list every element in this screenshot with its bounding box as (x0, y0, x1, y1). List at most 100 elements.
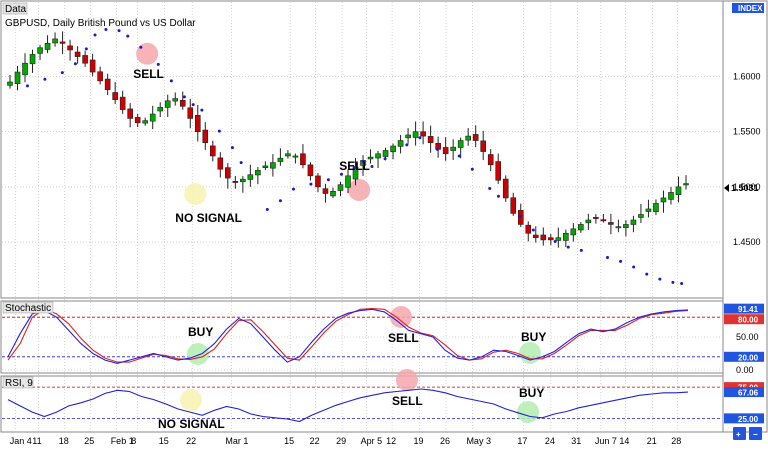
candle-body (615, 226, 622, 229)
psar-dot (435, 147, 439, 151)
index-tag: INDEX (738, 4, 763, 13)
psar-dot (104, 28, 108, 32)
candle-body (97, 71, 103, 82)
y-axis-ticks: 1.6000 1.5500 1.5000 1.4500 50.00 0.00 (733, 71, 761, 375)
candle-body (337, 184, 344, 191)
x-tick-label: 19 (414, 436, 424, 446)
rsi-panel-frame (0, 375, 724, 433)
candle-body (600, 219, 607, 222)
x-tick-label: May 3 (466, 436, 491, 446)
chart-title: GBPUSD, Daily British Pound vs US Dollar (5, 18, 196, 29)
psar-dot (566, 245, 570, 249)
psar-dot (518, 214, 522, 218)
candle-body (52, 38, 58, 44)
candle-body (29, 54, 36, 65)
buy-label: BUY (521, 330, 546, 344)
x-tick-label: 31 (571, 436, 581, 446)
reference-lines (2, 316, 722, 419)
candle-body (427, 136, 434, 144)
candle-body (322, 188, 329, 194)
psar-dot (156, 62, 160, 66)
psar-dot (265, 208, 269, 212)
candle-body (82, 55, 88, 64)
rsi-title-bg (2, 376, 34, 389)
candle-body (210, 145, 216, 157)
candle-body (194, 115, 201, 132)
candle-body (442, 147, 449, 155)
candle-body (202, 129, 209, 144)
x-tick-label: Jan 4 (10, 436, 32, 446)
psar-dot (553, 240, 557, 244)
psar-dot (645, 272, 649, 276)
candle-body (547, 237, 554, 241)
no-signal-highlight (180, 389, 202, 411)
psar-dot (169, 79, 173, 83)
sell-label: SELL (339, 159, 370, 173)
stochastic-title-bg (2, 301, 54, 314)
x-tick-label: 8 (131, 436, 136, 446)
x-tick-label: 26 (440, 436, 450, 446)
stoch-slow-tag-bg (724, 314, 764, 325)
psar-dot (405, 143, 409, 147)
x-tick-label: 25 (84, 436, 94, 446)
candle-body (375, 153, 381, 159)
candle-body (142, 120, 148, 124)
candle-body (540, 234, 547, 241)
stoch-20-tag: 20.00 (738, 353, 759, 362)
x-tick-label: 15 (159, 436, 169, 446)
candle-body (89, 59, 96, 73)
candle-body (187, 107, 194, 119)
candle-body (668, 192, 674, 200)
candle-body (390, 145, 396, 153)
stoch-20-tag-bg (724, 351, 764, 362)
candle-body (330, 191, 336, 197)
stoch-slow-tag: 80.00 (738, 316, 759, 325)
psar-dot (619, 259, 623, 263)
buy-label: BUY (519, 386, 544, 400)
psar-dot (361, 159, 365, 163)
candle-body (555, 237, 562, 241)
psar-dot (117, 29, 121, 33)
price-tick-label: 1.4500 (733, 237, 761, 247)
stoch-tick-label: 50.00 (736, 332, 759, 342)
psar-dot (43, 77, 47, 81)
candle-body (465, 135, 471, 141)
candle-body (104, 78, 111, 91)
psar-dot (239, 161, 243, 165)
candle-body (578, 224, 584, 231)
price-title-bg (2, 2, 28, 15)
no-signal-label: NO SIGNAL (158, 417, 225, 431)
x-tick-label: 17 (517, 436, 527, 446)
psar-dot (531, 228, 535, 232)
psar-dot (191, 103, 195, 107)
psar-dot (93, 33, 97, 37)
candle-body (623, 224, 629, 228)
candle-body (630, 219, 637, 225)
candle-body (502, 178, 509, 199)
zoom-out-button[interactable]: − (749, 427, 762, 440)
psar-dot (339, 172, 343, 176)
x-axis-ticks: Jan 4 11 18 25 Feb 18 15 22 Mar 1 15 22 29 Apr 5 12 1… (10, 436, 682, 446)
stoch-fast-line (7, 308, 689, 364)
candle-body (7, 81, 13, 86)
candle-body (37, 47, 43, 54)
candle-body (472, 134, 479, 141)
candle-body (367, 156, 374, 160)
candle-body (653, 203, 659, 213)
buy-highlight (519, 342, 541, 364)
price-panel-frame (0, 0, 724, 299)
psar-dot (680, 282, 684, 286)
stoch-fast-tag: 91.41 (738, 305, 759, 314)
psar-dot (470, 167, 474, 171)
rsi-last-tag: 67.06 (738, 389, 759, 398)
psar-dot (126, 34, 130, 38)
buy-highlight (187, 343, 209, 365)
candle-body (217, 157, 224, 170)
sell-highlight (348, 179, 371, 201)
x-tick-label: 24 (545, 436, 555, 446)
rsi-last-tag-bg (724, 387, 764, 398)
zoom-in-button[interactable]: + (733, 427, 746, 440)
psar-dot (25, 84, 29, 88)
candle-body (345, 175, 351, 188)
